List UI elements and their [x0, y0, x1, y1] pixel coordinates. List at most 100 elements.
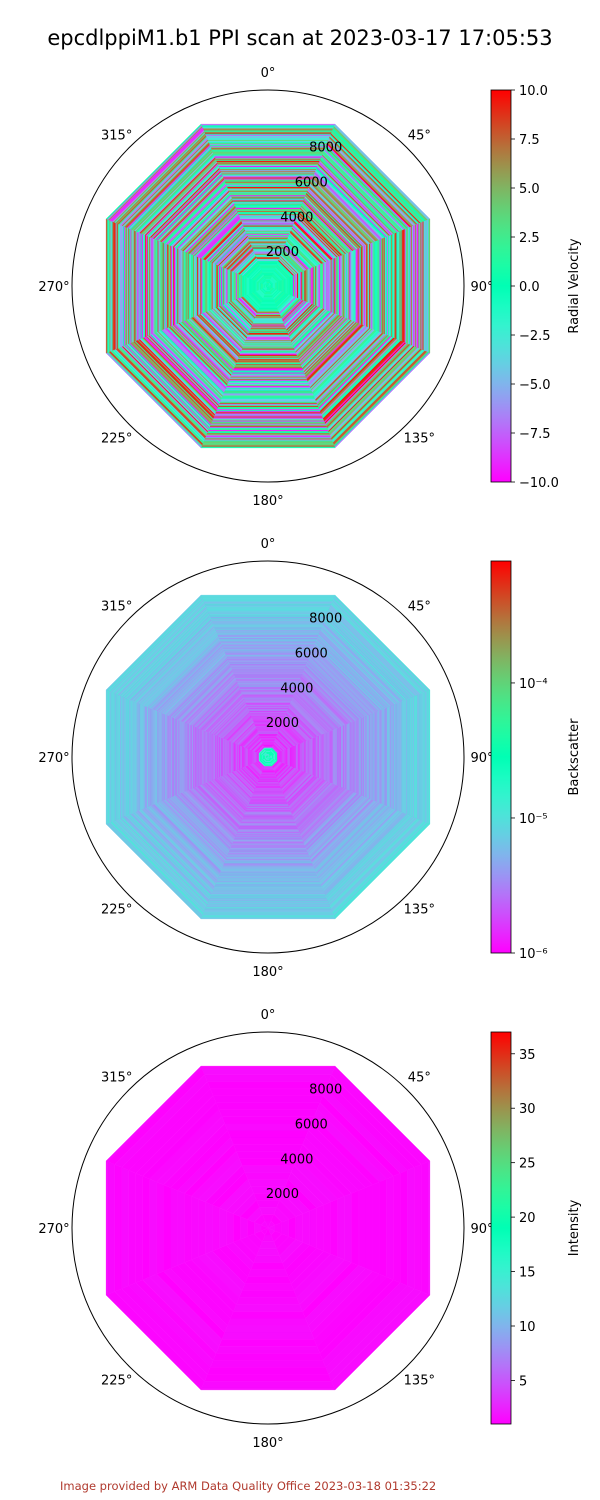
range-gate-cell — [330, 730, 332, 784]
range-gate-cell — [227, 852, 309, 855]
range-gate-cell — [257, 308, 279, 311]
range-gate-cell — [230, 197, 306, 199]
range-gate-cell — [142, 704, 144, 810]
range-gate-cell — [326, 261, 328, 311]
range-gate-cell — [221, 397, 315, 399]
range-gate-cell — [249, 711, 287, 714]
range-gate-cell — [201, 597, 335, 599]
theta-tick-label: 315° — [101, 1071, 132, 1086]
range-gate-cell — [242, 275, 245, 297]
range-gate-cell — [244, 1172, 292, 1180]
range-gate-cell — [248, 239, 288, 242]
range-gate-cell — [397, 231, 399, 341]
range-gate-cell — [344, 253, 346, 319]
range-gate-cell — [249, 800, 287, 803]
range-gate-cell — [169, 245, 171, 327]
range-gate-cell — [289, 276, 292, 296]
range-gate-cell — [236, 831, 300, 833]
range-gate-cell — [259, 304, 277, 306]
range-gate-cell — [250, 278, 252, 294]
range-gate-cell — [387, 235, 390, 337]
range-gate-cell — [257, 281, 259, 291]
range-gate-cell — [248, 801, 288, 804]
range-gate-cell — [309, 1207, 317, 1249]
range-gate-cell — [317, 735, 320, 779]
range-gate-cell — [420, 693, 422, 821]
range-gate-cell — [243, 698, 293, 700]
range-gate-cell — [313, 737, 316, 777]
range-gate-cell — [238, 744, 240, 770]
range-gate-cell — [204, 259, 206, 313]
range-gate-cell — [256, 781, 280, 784]
range-gate-cell — [178, 248, 180, 324]
colorbar-tick-label: 0.0 — [519, 280, 540, 295]
r-tick-label: 6000 — [295, 647, 328, 662]
colorbar-tick-label: −10.0 — [519, 476, 559, 491]
range-gate-cell — [260, 772, 276, 774]
range-gate-cell — [241, 347, 295, 349]
range-gate-cell — [108, 219, 110, 353]
range-gate-cell — [240, 821, 296, 823]
range-gate-cell — [211, 148, 325, 151]
range-gate-cell — [248, 748, 250, 766]
ppi-field — [105, 1065, 431, 1391]
range-gate-cell — [218, 167, 318, 170]
range-gate-cell — [348, 252, 350, 320]
range-gate-cell — [356, 719, 358, 795]
range-gate-cell — [360, 246, 363, 326]
range-gate-cell — [252, 322, 284, 324]
range-gate-cell — [224, 860, 312, 862]
range-gate-cell — [228, 849, 308, 852]
range-gate-cell — [216, 880, 320, 882]
range-gate-cell — [257, 309, 279, 312]
range-gate-cell — [381, 238, 384, 334]
range-gate-cell — [202, 442, 334, 444]
range-gate-cell — [365, 245, 367, 327]
range-gate-cell — [261, 754, 263, 760]
ppi-field — [105, 123, 431, 449]
range-gate-cell — [206, 609, 330, 611]
range-gate-cell — [252, 792, 284, 794]
range-gate-cell — [216, 632, 320, 634]
range-gate-cell — [237, 744, 239, 770]
range-gate-cell — [263, 296, 273, 298]
range-gate-cell — [252, 793, 284, 795]
range-gate-cell — [145, 235, 147, 337]
range-gate-cell — [204, 730, 206, 784]
range-gate-cell — [170, 1187, 178, 1269]
range-gate-cell — [233, 673, 303, 675]
range-gate-cell — [250, 714, 286, 716]
range-gate-cell — [220, 641, 316, 644]
theta-tick-label: 225° — [101, 1373, 132, 1388]
range-gate-cell — [143, 234, 145, 338]
range-gate-cell — [121, 696, 123, 818]
range-gate-cell — [197, 727, 200, 787]
range-gate-cell — [226, 739, 228, 775]
range-gate-cell — [233, 1144, 303, 1152]
range-gate-cell — [243, 275, 246, 297]
range-gate-cell — [387, 706, 390, 808]
range-gate-cell — [218, 875, 318, 878]
range-gate-cell — [230, 373, 306, 375]
range-gate-cell — [182, 250, 184, 322]
range-gate-cell — [427, 690, 430, 824]
range-gate-cell — [324, 732, 326, 782]
range-gate-cell — [264, 763, 272, 765]
range-gate-cell — [415, 224, 417, 348]
range-gate-cell — [289, 747, 292, 767]
range-gate-cell — [217, 634, 319, 636]
range-gate-cell — [215, 159, 321, 161]
range-gate-cell — [215, 735, 217, 779]
range-gate-cell — [380, 238, 383, 334]
range-gate-cell — [258, 777, 278, 780]
range-gate-cell — [276, 281, 278, 291]
range-gate-cell — [338, 255, 341, 317]
range-gate-cell — [416, 223, 418, 349]
range-gate-cell — [171, 716, 174, 798]
range-gate-cell — [134, 701, 136, 813]
range-gate-cell — [234, 835, 302, 837]
range-gate-cell — [116, 223, 118, 349]
range-gate-cell — [211, 892, 325, 895]
range-gate-cell — [140, 232, 142, 340]
range-gate-cell — [202, 729, 204, 785]
